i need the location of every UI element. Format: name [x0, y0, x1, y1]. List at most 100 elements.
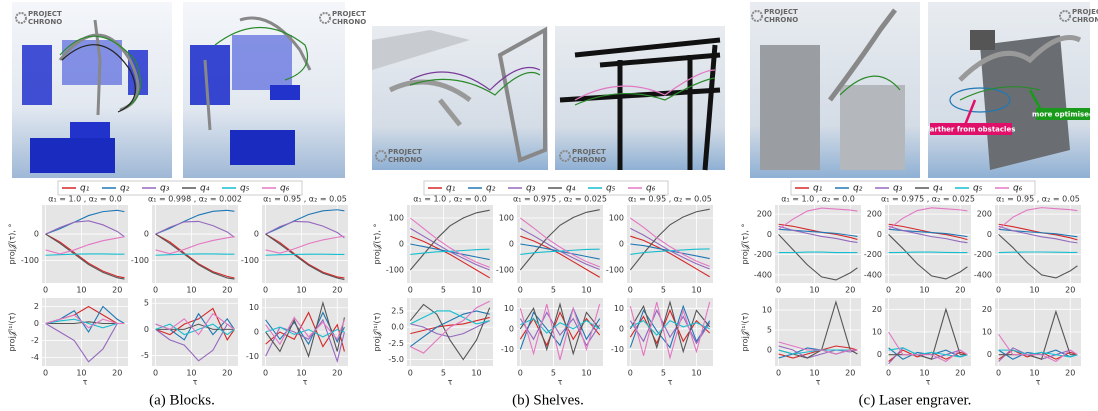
x-tick-label: 0 — [153, 286, 158, 295]
y-tick-label: -2.5 — [388, 339, 404, 348]
render-image: farther from obstacles more optimised — [750, 2, 1094, 178]
y-tick-label: -5.0 — [388, 355, 404, 364]
y-tick-label: 200 — [867, 210, 882, 219]
x-tick-label: 0 — [886, 286, 891, 295]
y-tick-label: 0 — [987, 350, 992, 359]
legend-label: q₄ — [933, 184, 943, 194]
x-tick-label: 10 — [1029, 286, 1039, 295]
plot-title: α₁ = 0.95 , α₂ = 0.05 — [996, 195, 1080, 204]
y-tick-label: -100 — [131, 256, 149, 265]
x-tick-label: 10 — [919, 369, 929, 378]
x-tick-label: 20 — [222, 286, 232, 295]
y-axis-label: proj𝒥⁽¹⁾(τ) — [373, 312, 382, 351]
y-tick-label: -400 — [974, 270, 992, 279]
y-tick-label: 100 — [609, 214, 624, 223]
x-tick-label: 0 — [518, 369, 523, 378]
y-tick-label: -100 — [606, 266, 624, 275]
x-tick-label: 0 — [776, 369, 781, 378]
series-line — [889, 252, 968, 253]
x-tick-label: 0 — [628, 286, 633, 295]
legend-label: q₂ — [120, 184, 130, 194]
y-tick-label: 0 — [877, 350, 882, 359]
x-tick-label: 10 — [76, 286, 86, 295]
annotation: farther from obstacles — [927, 126, 1016, 134]
y-tick-label: -200 — [864, 250, 882, 259]
logo-text: PROJECT — [28, 10, 62, 18]
y-tick-label: 0 — [254, 328, 259, 337]
y-tick-label: -400 — [864, 270, 882, 279]
x-tick-label: 20 — [955, 286, 965, 295]
x-tick-label: 10 — [296, 286, 306, 295]
plot-title: α₁ = 0.975 , α₂ = 0.025 — [881, 195, 975, 204]
series-line — [779, 252, 858, 253]
x-axis-label: τ — [558, 378, 563, 387]
y-axis-label: proj𝒥(τ), ° — [741, 224, 750, 265]
x-tick-label: 0 — [518, 286, 523, 295]
legend-label: q₃ — [160, 184, 170, 194]
y-tick-label: 0 — [34, 319, 39, 328]
x-tick-label: 20 — [332, 369, 342, 378]
y-tick-label: 5 — [767, 326, 772, 335]
legend-label: q₅ — [240, 184, 250, 194]
x-tick-label: 5 — [441, 286, 446, 295]
logo-text: CHRONO — [1072, 16, 1098, 24]
y-tick-label: -5 — [141, 351, 149, 360]
caption: (b) Shelves. — [512, 392, 584, 408]
y-tick-label: 0 — [877, 230, 882, 239]
y-tick-label: 100 — [499, 214, 514, 223]
legend-label: q₂ — [486, 184, 496, 194]
x-tick-label: 20 — [332, 286, 342, 295]
legend-label: q₅ — [973, 184, 983, 194]
x-axis-label: τ — [926, 378, 931, 387]
x-tick-label: 20 — [955, 369, 965, 378]
legend-label: q₆ — [1013, 184, 1023, 194]
figure: farther from obstacles more optimised PR… — [0, 0, 1098, 411]
y-tick-label: 5 — [144, 299, 149, 308]
x-tick-label: 0 — [263, 286, 268, 295]
x-tick-label: 10 — [919, 286, 929, 295]
y-axis-label: proj𝒥⁽¹⁾(τ) — [741, 312, 750, 351]
x-tick-label: 20 — [845, 369, 855, 378]
x-tick-label: 0 — [43, 369, 48, 378]
y-tick-label: -100 — [386, 266, 404, 275]
x-tick-label: 10 — [691, 369, 701, 378]
x-tick-label: 20 — [222, 369, 232, 378]
x-tick-label: 10 — [581, 369, 591, 378]
legend-label: q₁ — [813, 184, 823, 194]
x-tick-label: 10 — [186, 369, 196, 378]
x-tick-label: 10 — [471, 369, 481, 378]
x-tick-label: 10 — [186, 286, 196, 295]
plot-title: α₁ = 1.0 , α₂ = 0.0 — [413, 195, 487, 204]
x-tick-label: 10 — [809, 369, 819, 378]
logo-text: PROJECT — [764, 8, 798, 16]
x-tick-label: 5 — [441, 369, 446, 378]
x-axis-label: τ — [668, 378, 673, 387]
logo-text: CHRONO — [764, 16, 798, 24]
y-tick-label: 10 — [872, 328, 882, 337]
legend-label: q₃ — [526, 184, 536, 194]
logo-text: PROJECT — [1072, 8, 1098, 16]
x-tick-label: 0 — [408, 369, 413, 378]
logo-text: PROJECT — [572, 148, 606, 156]
y-tick-label: 0 — [144, 325, 149, 334]
legend-label: q₄ — [566, 184, 576, 194]
y-tick-label: -200 — [974, 250, 992, 259]
x-axis-label: τ — [816, 378, 821, 387]
y-tick-label: 0 — [34, 230, 39, 239]
x-tick-label: 20 — [1065, 369, 1075, 378]
x-tick-label: 0 — [996, 369, 1001, 378]
logo-text: PROJECT — [388, 148, 422, 156]
x-axis-label: τ — [83, 378, 88, 387]
y-tick-label: -10 — [246, 352, 259, 361]
x-axis-label: τ — [303, 378, 308, 387]
caption: (a) Blocks. — [149, 392, 215, 408]
x-tick-label: 5 — [661, 286, 666, 295]
plot-title: α₁ = 0.95 , α₂ = 0.05 — [628, 195, 712, 204]
x-tick-label: 10 — [296, 369, 306, 378]
x-tick-label: 5 — [551, 369, 556, 378]
x-tick-label: 0 — [153, 369, 158, 378]
y-tick-label: 0 — [399, 240, 404, 249]
y-tick-label: 100 — [389, 214, 404, 223]
x-tick-label: 10 — [581, 286, 591, 295]
x-tick-label: 0 — [628, 369, 633, 378]
